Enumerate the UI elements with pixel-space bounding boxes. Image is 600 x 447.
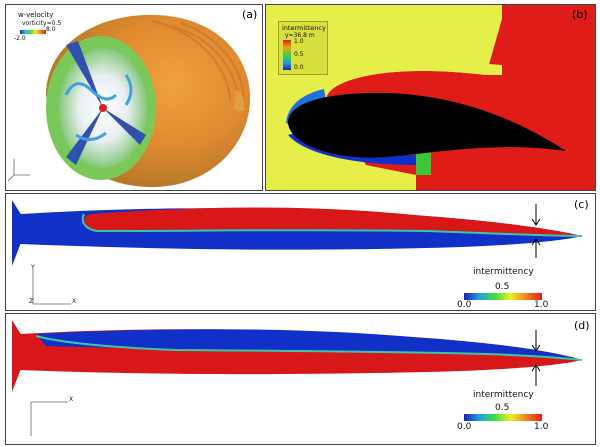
legend-d-tick-mid: 0.5 xyxy=(495,403,510,413)
axis-triad-a xyxy=(7,159,30,182)
legend-b-tick-top: 1.0 xyxy=(294,38,304,45)
legend-d-tick-max: 1.0 xyxy=(534,422,549,432)
panel-b-label: (b) xyxy=(572,8,588,21)
legend-a-max: 8.0 xyxy=(46,26,56,33)
legend-d-colorbar xyxy=(464,414,542,421)
legend-c-tick-mid: 0.5 xyxy=(495,282,510,292)
arrow-down-d xyxy=(531,330,541,352)
legend-b-tick-mid: 0.5 xyxy=(294,51,304,58)
blade-root xyxy=(12,200,22,266)
axis-triad-c xyxy=(32,269,71,305)
legend-b-title: intermittency xyxy=(282,24,326,32)
axis-c-y: Y xyxy=(31,264,35,271)
axis-c-x: X xyxy=(72,298,77,305)
rotor-wake-render xyxy=(7,14,251,188)
transition-line-d xyxy=(35,335,583,361)
vortex-filaments xyxy=(64,74,133,141)
axis-triad-d xyxy=(30,401,68,436)
legend-b-colorbar xyxy=(283,40,291,70)
axis-c-z: Z xyxy=(29,298,34,305)
arrow-up-d xyxy=(531,364,541,386)
legend-a-min: -2.0 xyxy=(14,35,26,42)
legend-c-title: intermittency xyxy=(473,267,534,277)
legend-d-title: intermittency xyxy=(473,390,534,400)
panel-d: X intermittency 0.5 0.0 1.0 (d) xyxy=(5,313,596,445)
axis-d-x: X xyxy=(69,396,74,403)
airfoil-section-render xyxy=(286,5,595,190)
airfoil-shape xyxy=(288,92,566,158)
legend-b-tick-bottom: 0.0 xyxy=(294,64,304,71)
blade-body-turbulent xyxy=(84,207,583,236)
wake-rings xyxy=(150,20,245,104)
panel-d-label: (d) xyxy=(574,319,590,332)
legend-a-title: w-velocity xyxy=(18,11,54,19)
legend-b: intermittency y=36.8 m 1.0 0.5 0.0 xyxy=(278,21,328,75)
turbulent-region-column xyxy=(502,5,595,75)
hub xyxy=(99,104,107,112)
tower-blob xyxy=(234,90,245,112)
panel-c: Y Z X intermittency 0.5 0.0 1.0 (c) xyxy=(5,193,596,311)
legend-c-tick-max: 1.0 xyxy=(534,300,549,310)
panel-b: intermittency y=36.8 m 1.0 0.5 0.0 (b) xyxy=(265,4,596,191)
transition-band xyxy=(416,150,431,175)
blade-suction-side-render xyxy=(12,200,583,305)
transition-line xyxy=(81,213,583,237)
panel-c-label: (c) xyxy=(574,198,589,211)
legend-b-subtitle: y=36.8 m xyxy=(285,32,315,39)
arrow-up xyxy=(531,238,541,258)
legend-d-tick-min: 0.0 xyxy=(457,422,472,432)
blade-root-d xyxy=(12,320,22,392)
blade-2 xyxy=(103,108,146,145)
ambient-gap xyxy=(321,62,502,100)
blade-3 xyxy=(66,108,103,165)
legend-a-subtitle: vorticity=0.5 xyxy=(22,20,62,27)
legend-c-tick-min: 0.0 xyxy=(457,300,472,310)
arrow-down xyxy=(531,204,541,226)
legend-a-colorbar xyxy=(20,30,46,34)
blade-pressure-side-render xyxy=(12,320,583,436)
legend-c-colorbar xyxy=(464,293,542,300)
panel-a-label: (a) xyxy=(242,8,258,21)
panel-a: w-velocity vorticity=0.5 -2.0 8.0 (a) xyxy=(5,4,263,191)
